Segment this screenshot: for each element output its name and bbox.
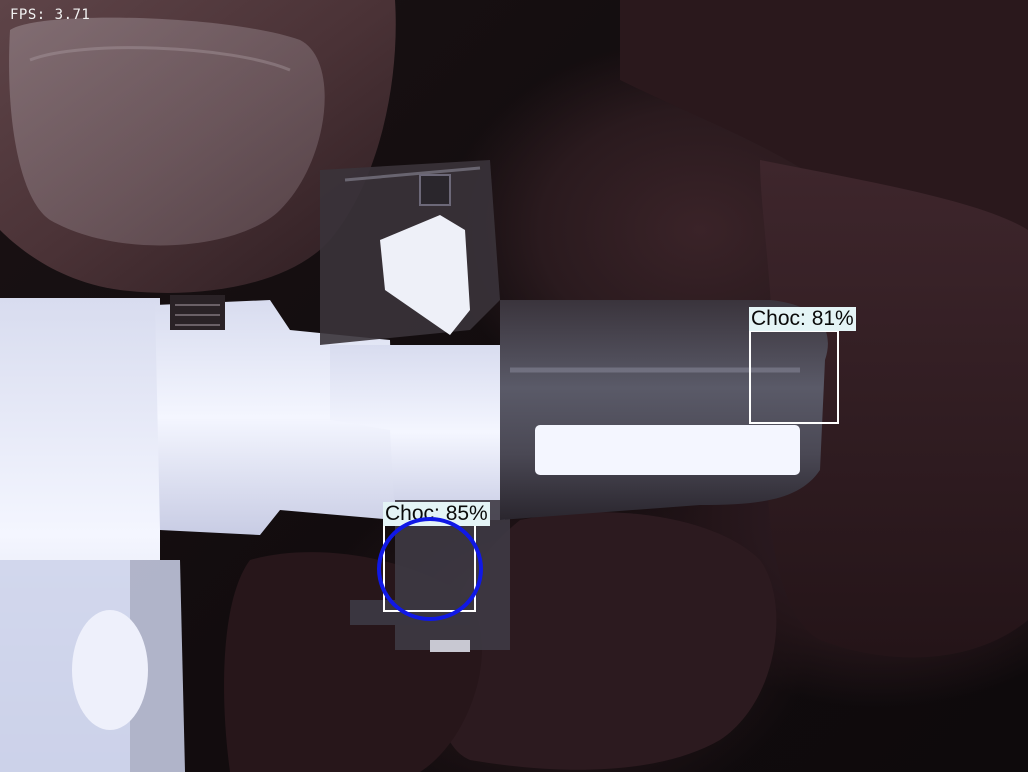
fps-counter: FPS: 3.71 bbox=[10, 7, 91, 23]
detection-label: Choc: 81% bbox=[749, 307, 856, 331]
detection-box bbox=[749, 330, 839, 424]
marker-circle bbox=[377, 517, 483, 621]
